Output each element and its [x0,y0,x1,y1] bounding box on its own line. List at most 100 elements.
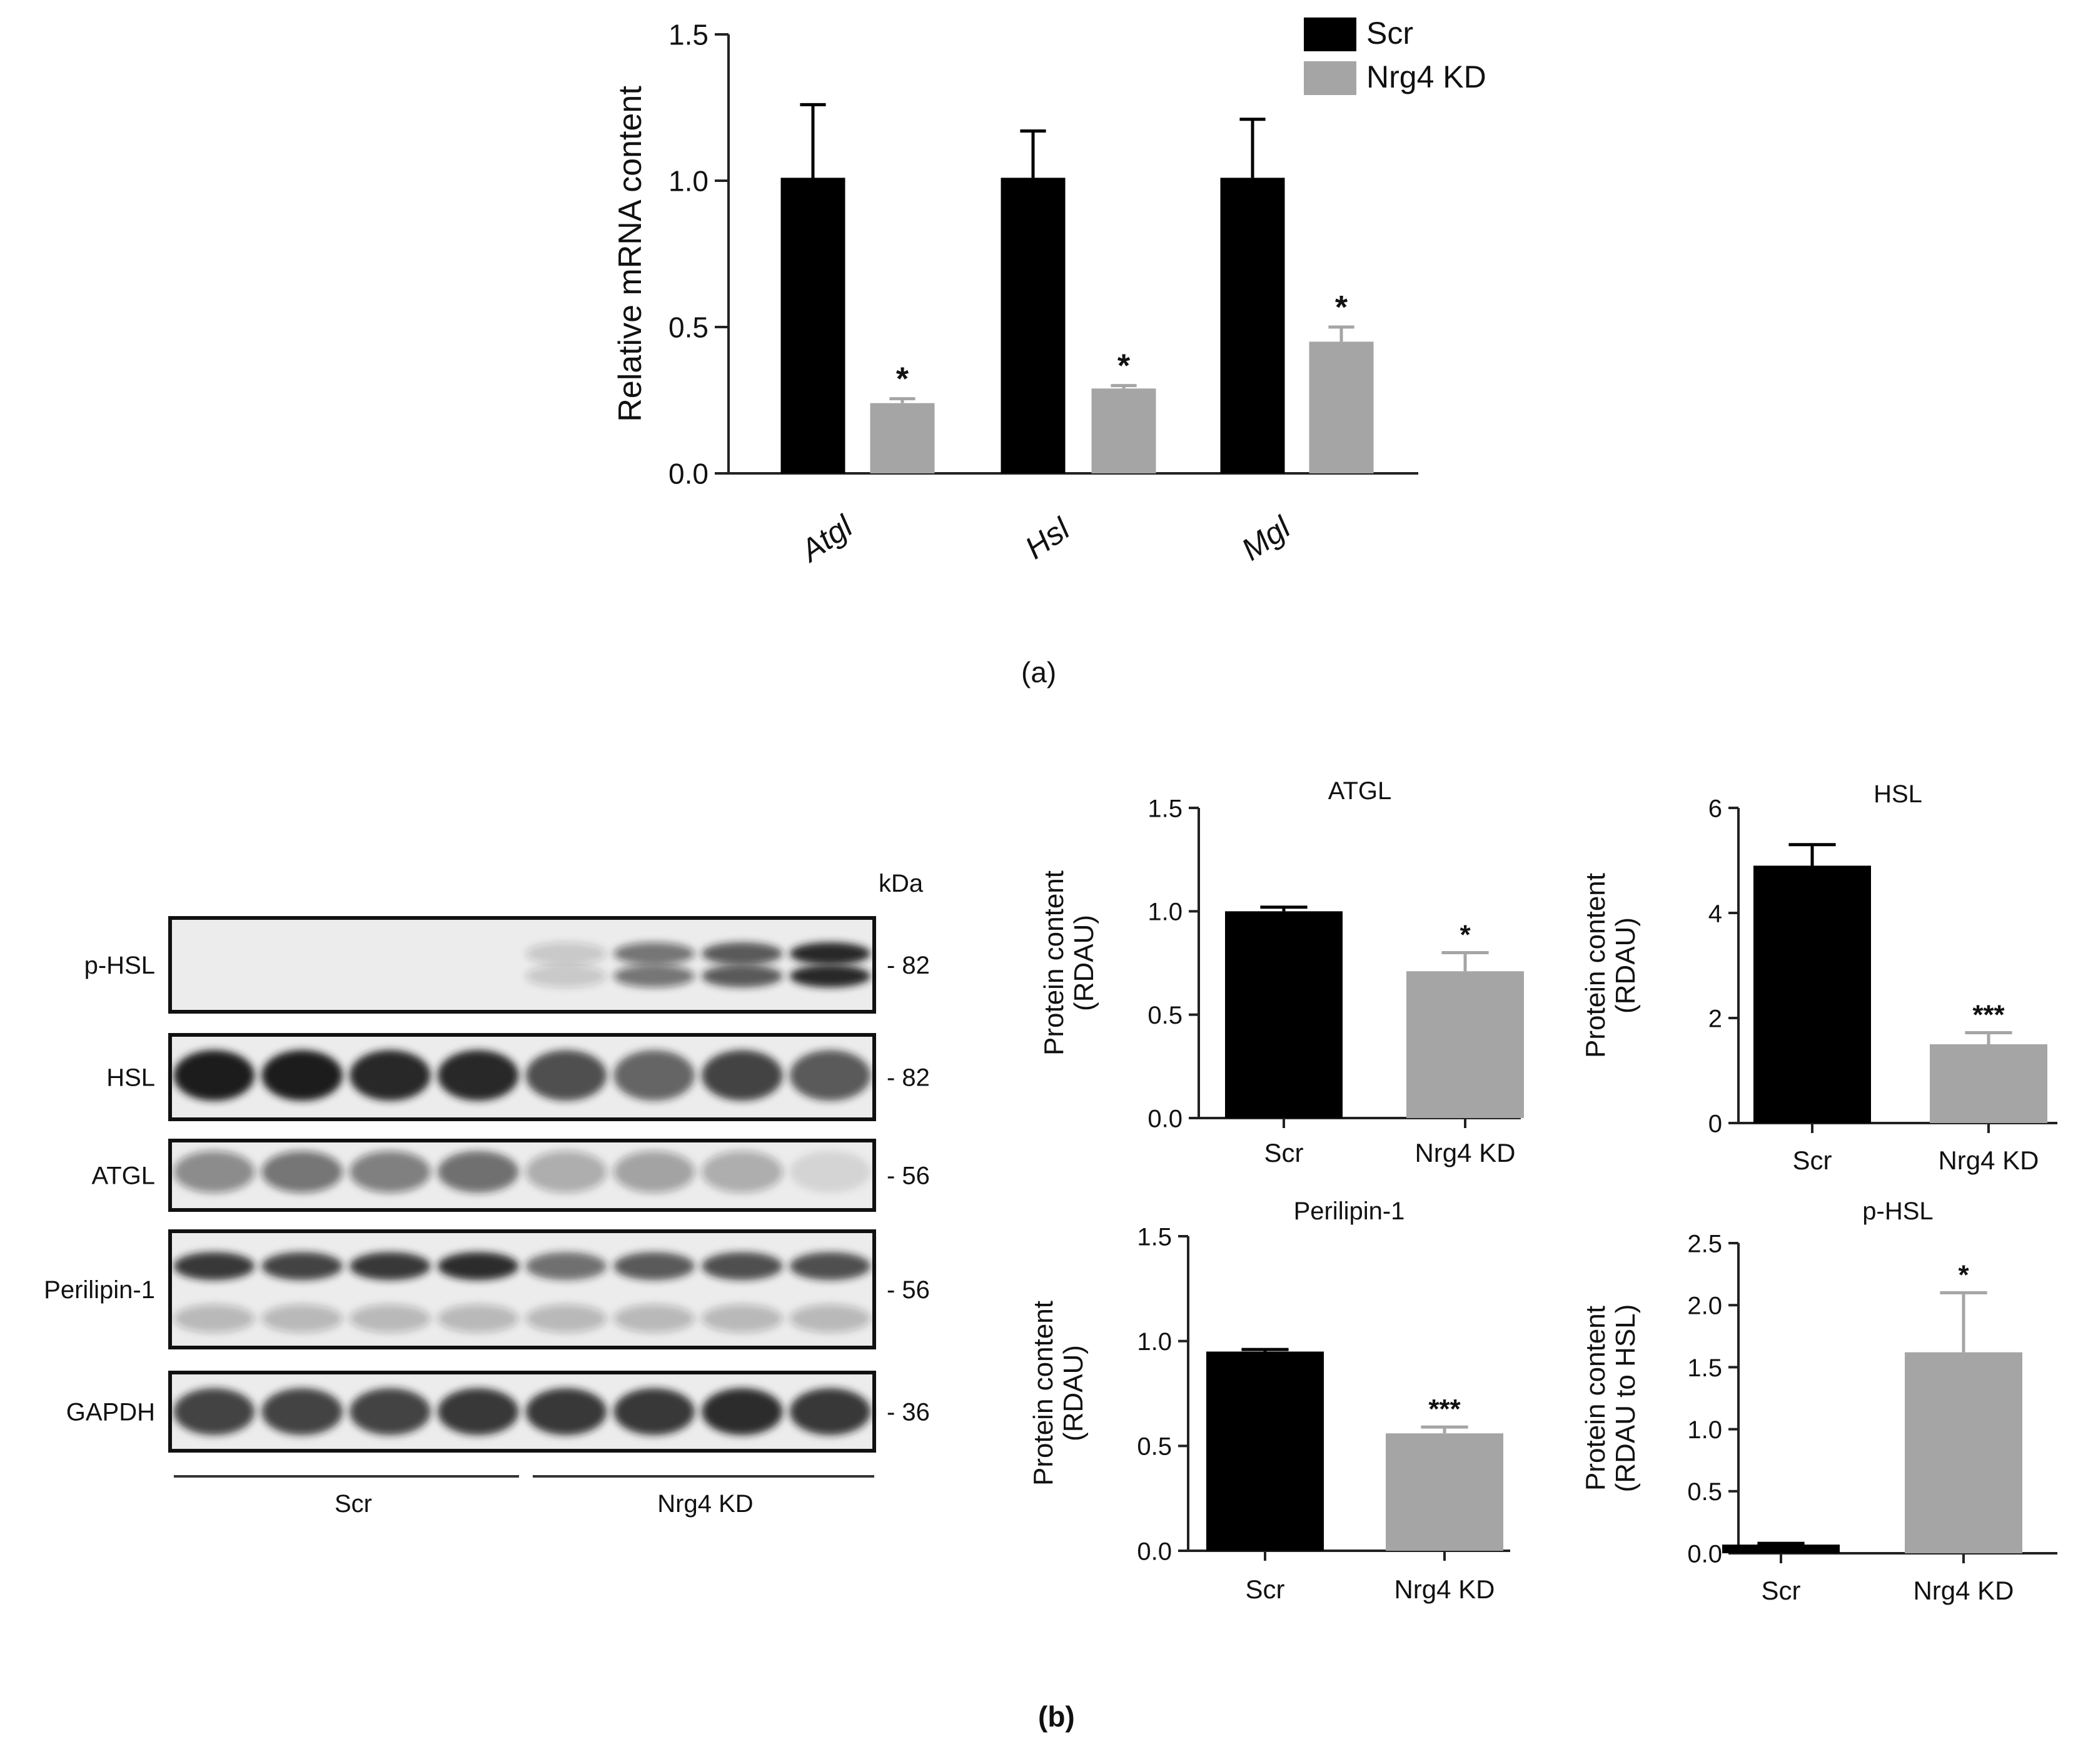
blot-band [525,1388,607,1435]
blot-band [613,1151,695,1193]
blot-band [525,965,607,987]
chart-title: Perilipin-1 [1294,1197,1405,1225]
y-axis-label-line: Protein content [1028,1301,1059,1486]
blot-band [525,1304,607,1333]
blot-row: GAPDH - 36 [66,1371,930,1453]
y-axis-label: Relative mRNA content [612,86,648,422]
x-category-label: Scr [1793,1146,1832,1175]
x-category-label: Atgl [793,508,860,569]
blot-band [789,942,871,965]
blot-group-label-nrg4kd: Nrg4 KD [657,1490,753,1518]
y-tick-label: 1.5 [1147,795,1183,822]
blot-band [173,1050,255,1101]
x-category-label: Scr [1246,1575,1285,1604]
y-axis-label: Protein content(RDAU) [1039,870,1099,1056]
p-hsl-bar-chart: 0.0 0.5 1.0 1.5 2.0 2.5 Protein content(RDAU t… [1580,1197,2057,1605]
bar [1001,178,1066,473]
blot-band [789,1252,871,1281]
blot-band [613,1050,695,1101]
bar [1206,1351,1324,1551]
y-tick-label: 2 [1708,1005,1722,1032]
y-tick-label: 1.5 [1687,1354,1722,1382]
y-axis-label-line: (RDAU) [1610,917,1641,1014]
chart-title: p-HSL [1862,1197,1933,1225]
blot-band [437,1304,519,1333]
blot-size-marker: - 56 [887,1162,930,1190]
legend-label: Nrg4 KD [1366,59,1486,94]
blot-band [702,942,783,965]
blot-band [702,1388,783,1435]
blot-band [525,1151,607,1193]
y-axis-label: Protein content(RDAU) [1028,1301,1089,1486]
blot-band [702,1151,783,1193]
blot-band [437,1252,519,1281]
significance-marker: * [1958,1259,1969,1290]
significance-marker: * [1460,919,1471,950]
blot-band [525,1050,607,1101]
bar [1309,341,1374,473]
bar [1722,1545,1840,1553]
blot-row: Perilipin-1 - 56 [44,1229,930,1349]
bar [1225,911,1343,1118]
x-category-label: Scr [1264,1138,1304,1167]
blot-row: p-HSL - 82 [84,916,930,1014]
y-tick-label: 1.5 [668,19,709,51]
bar [1220,178,1285,473]
bar [1406,971,1524,1118]
y-axis-label-line: (RDAU) [1058,1345,1089,1441]
blot-band [789,965,871,987]
y-tick-label: 0.5 [668,311,709,344]
y-tick-label: 0.5 [1147,1002,1183,1029]
y-tick-label: 4 [1708,900,1722,927]
blot-band [702,1252,783,1281]
y-axis-label-line: Protein content [1580,873,1611,1058]
blot-band [350,1388,431,1435]
y-tick-label: 1.5 [1137,1223,1172,1251]
y-tick-label: 1.0 [1687,1416,1722,1444]
chart-title: ATGL [1328,777,1392,805]
y-axis-label-line: (RDAU to HSL) [1610,1304,1641,1493]
panel-label-a: (a) [1021,656,1057,688]
blot-unit-label: kDa [879,870,924,897]
western-blot: kDa p-HSL - 82 HSL - 82 ATGL - 56 Perilipin-1 -… [44,870,930,1518]
y-tick-label: 0.0 [1687,1540,1722,1568]
y-axis-label-line: Protein content [1580,1306,1611,1491]
blot-band [350,1304,431,1333]
significance-marker: * [896,361,909,398]
blot-band [437,1050,519,1101]
y-axis-label: Protein content(RDAU to HSL) [1580,1304,1641,1493]
blot-band [613,1304,695,1333]
blot-band [613,965,695,987]
perilipin-1-bar-chart: 0.0 0.5 1.0 1.5 Protein content(RDAU) Perilip… [1028,1197,1510,1604]
y-tick-label: 2.0 [1687,1293,1722,1320]
blot-band [525,1252,607,1281]
y-axis-label-line: Protein content [1039,870,1069,1056]
blot-membrane [168,1229,876,1349]
blot-band [525,942,607,965]
y-tick-label: 0.5 [1687,1478,1722,1506]
x-category-label: Hsl [1019,510,1077,565]
y-tick-label: 0.0 [1137,1538,1172,1565]
significance-marker: *** [1428,1394,1461,1424]
blot-size-marker: - 82 [887,1064,930,1092]
significance-marker: * [1117,348,1131,385]
y-tick-label: 0.5 [1137,1433,1172,1461]
blot-band [702,965,783,987]
blot-band [173,1388,255,1435]
blot-band [702,1304,783,1333]
legend-swatch [1304,61,1356,95]
x-category-label: Mgl [1235,509,1298,567]
blot-band [437,1388,519,1435]
blot-row-label: GAPDH [66,1399,155,1426]
bar [1386,1433,1503,1551]
x-category-label: Nrg4 KD [1394,1575,1495,1604]
y-tick-label: 1.0 [1147,899,1183,926]
y-tick-label: 1.0 [668,165,709,198]
blot-band [789,1304,871,1333]
blot-band [261,1050,343,1101]
significance-marker: *** [1972,1000,2005,1031]
blot-band [789,1151,871,1193]
blot-band [613,942,695,965]
blot-row-label: Perilipin-1 [44,1276,155,1304]
